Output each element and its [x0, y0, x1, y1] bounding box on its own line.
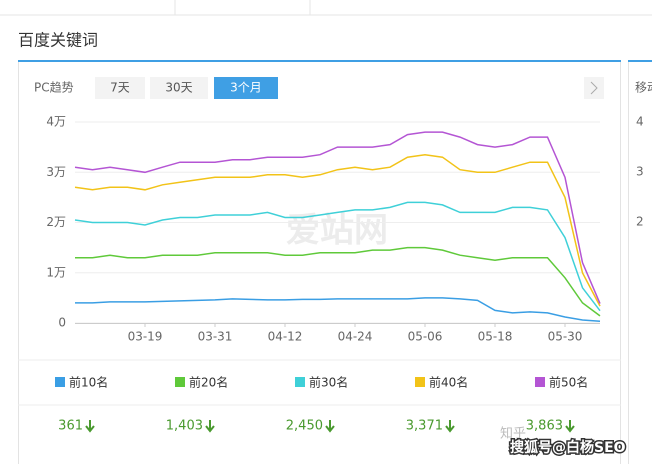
y-tick-label: 2万 — [46, 215, 66, 229]
x-tick-label: 03-19 — [128, 330, 163, 344]
x-tick-label: 05-18 — [478, 330, 513, 344]
legend-label: 前40名 — [429, 375, 468, 390]
current-value: 1,403 — [166, 419, 203, 434]
current-value: 2,450 — [286, 419, 323, 434]
watermark: 知乎 — [500, 426, 526, 442]
legend-label: 前30名 — [309, 375, 348, 390]
panel — [18, 60, 621, 464]
legend-swatch — [415, 377, 425, 387]
x-tick-label: 04-12 — [268, 330, 303, 344]
down-arrow — [205, 420, 215, 433]
legend-label: 前50名 — [549, 375, 588, 390]
legend-swatch — [535, 377, 545, 387]
series-line — [75, 246, 601, 317]
tab-text: 30天 — [165, 81, 192, 95]
top-row — [0, 0, 652, 16]
current-value: 361 — [58, 419, 83, 434]
legend-swatch — [175, 377, 185, 387]
series-line — [74, 201, 601, 312]
down-arrow — [565, 420, 575, 433]
y-tick-label: 4万 — [46, 115, 66, 129]
next-button[interactable] — [584, 77, 604, 99]
series-line — [74, 153, 601, 307]
legend-label: 前10名 — [69, 375, 108, 390]
watermark: 爱站网 — [286, 211, 388, 251]
legend-swatch — [295, 377, 305, 387]
series-line — [75, 297, 601, 322]
tab-label: PC趋势 — [34, 81, 74, 95]
tab[interactable] — [214, 77, 278, 99]
side-tick: 4 — [636, 115, 644, 129]
x-tick-label: 05-06 — [408, 330, 443, 344]
y-tick-label: 3万 — [46, 165, 66, 179]
tab[interactable] — [150, 77, 208, 99]
x-tick-label: 04-24 — [338, 330, 373, 344]
tab-text: 7天 — [110, 81, 130, 95]
watermark: 搜狐号@白杨SEO — [510, 439, 626, 456]
legend-label: 前20名 — [189, 375, 228, 390]
side-tick: 2 — [636, 215, 644, 229]
current-value: 3,863 — [526, 419, 563, 434]
down-arrow — [85, 420, 95, 433]
x-tick-label: 03-31 — [198, 330, 233, 344]
series-line — [74, 131, 601, 304]
y-tick-label: 0 — [58, 316, 66, 330]
side-tick: 3 — [636, 165, 644, 179]
current-value: 3,371 — [406, 419, 443, 434]
section-title: 百度关键词 — [18, 31, 98, 50]
y-tick-label: 1万 — [46, 265, 66, 279]
legend-swatch — [55, 377, 65, 387]
tab-text: 3个月 — [230, 81, 262, 95]
tab[interactable] — [95, 77, 145, 99]
x-tick-label: 05-30 — [548, 330, 583, 344]
down-arrow — [445, 420, 455, 433]
down-arrow — [325, 420, 335, 433]
side-label: 移动 — [635, 81, 652, 95]
